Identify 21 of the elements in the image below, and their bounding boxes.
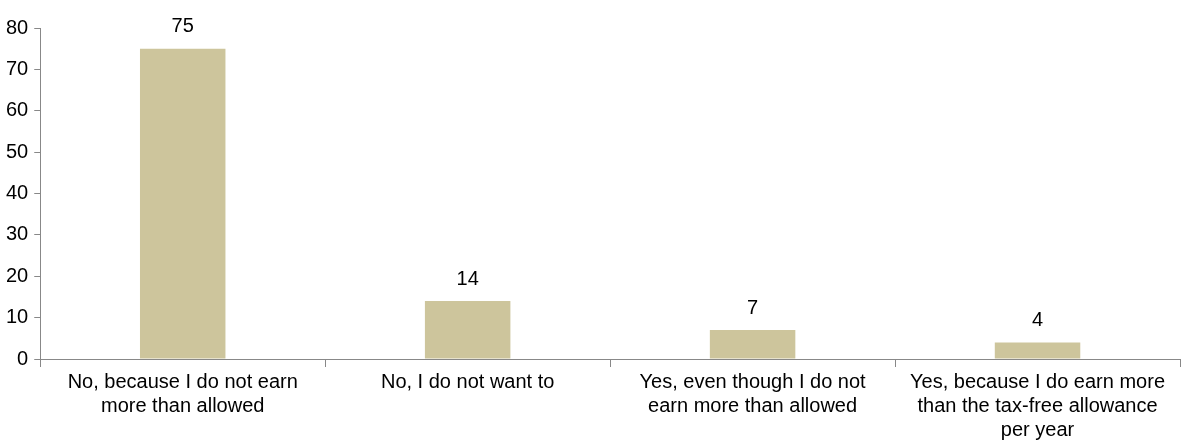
bar	[709, 330, 796, 359]
y-tick-label: 40	[6, 181, 29, 204]
bar	[424, 301, 511, 359]
data-label: 14	[456, 266, 479, 289]
y-tick-label: 50	[6, 139, 29, 162]
bar	[139, 48, 226, 359]
bar	[994, 342, 1081, 359]
x-tick-label: No, because I do not earn more than allowed	[67, 369, 298, 416]
data-label: 4	[1031, 307, 1044, 330]
y-tick-label: 0	[17, 346, 29, 369]
y-tick-label: 30	[6, 222, 29, 245]
y-tick-label: 20	[6, 263, 29, 286]
y-tick-label: 70	[6, 56, 29, 79]
y-tick-label: 10	[6, 305, 29, 328]
y-tick-label: 60	[6, 98, 29, 121]
x-tick-label: Yes, even though I do not earn more than allowed	[639, 369, 867, 416]
data-label: 75	[171, 14, 194, 37]
y-tick-label: 80	[6, 15, 29, 38]
x-tick-label: Yes, because I do earn more than the tax-free allowance per year	[910, 369, 1166, 440]
data-label: 7	[747, 295, 759, 318]
x-tick-label: No, I do not want to	[380, 369, 555, 392]
